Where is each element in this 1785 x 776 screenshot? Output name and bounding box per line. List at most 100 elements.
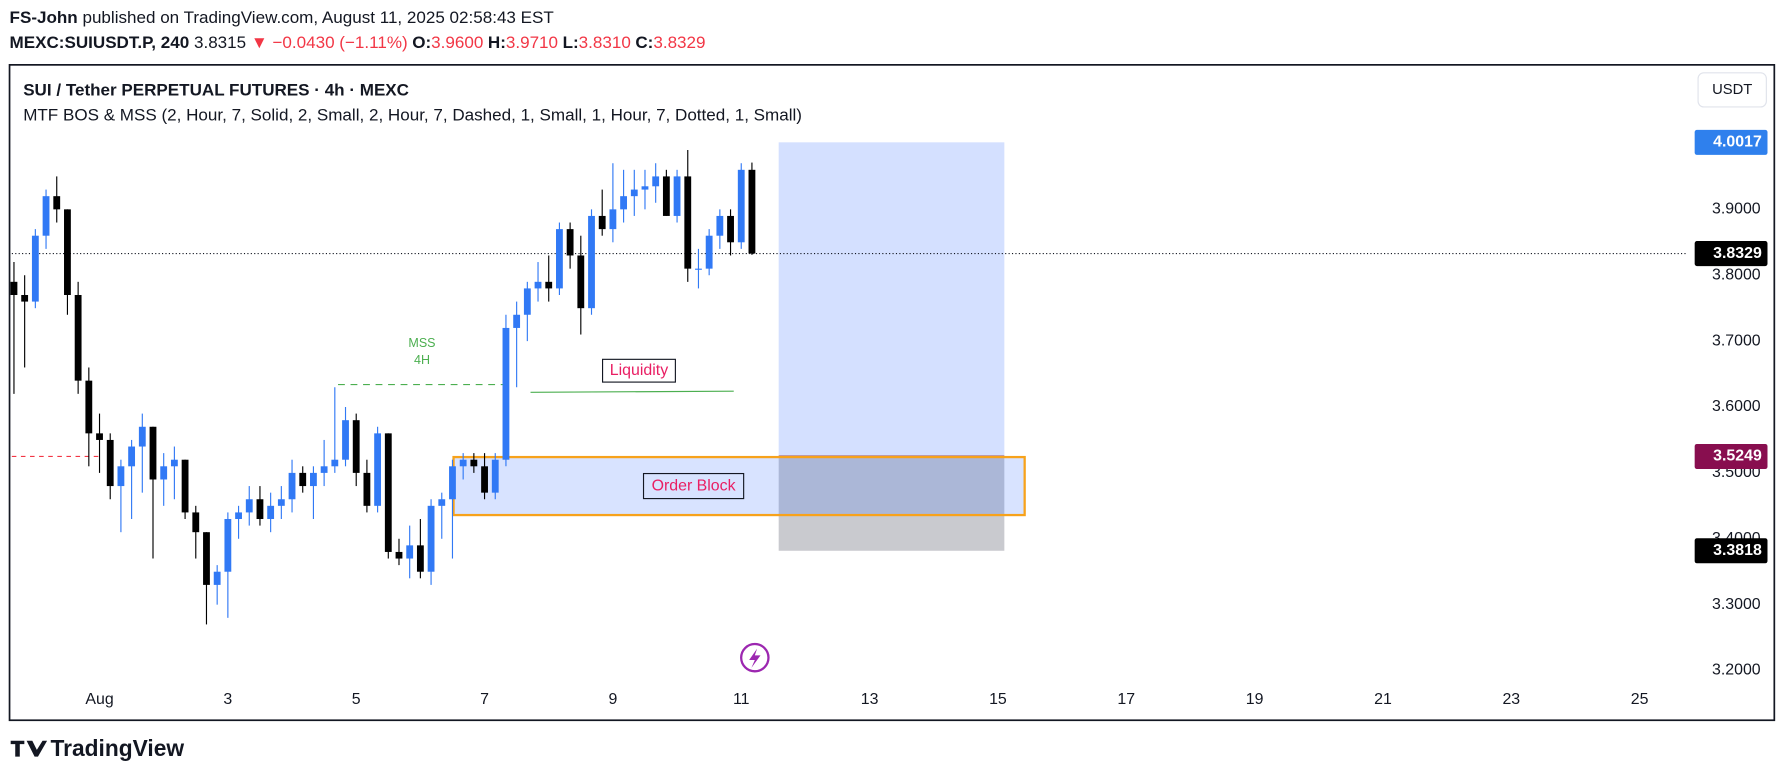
candle-body xyxy=(716,215,724,236)
candle-body xyxy=(598,215,606,230)
candle-body xyxy=(31,235,39,302)
y-tick-label: 3.9000 xyxy=(1712,201,1761,218)
candle-body xyxy=(64,209,71,295)
x-tick-label: 5 xyxy=(352,691,361,708)
candle-body xyxy=(181,459,189,513)
last-price: 3.8315 xyxy=(194,33,246,52)
y-tick-label: 3.6000 xyxy=(1712,398,1761,415)
candle-body xyxy=(277,499,285,506)
candle-body xyxy=(502,327,510,460)
order-block-label: Order Block xyxy=(652,477,736,494)
chart-title: SUI / Tether PERPETUAL FUTURES · 4h · ME… xyxy=(23,81,409,100)
candle-body xyxy=(21,294,29,302)
x-tick-label: Aug xyxy=(85,691,113,708)
candle-body xyxy=(588,215,595,309)
y-tick-label: 3.2000 xyxy=(1712,662,1761,679)
candle-body xyxy=(53,196,61,210)
x-tick-label: 15 xyxy=(989,691,1007,708)
candle-body xyxy=(481,466,488,493)
x-tick-label: 11 xyxy=(733,691,750,708)
x-tick-label: 23 xyxy=(1502,691,1520,708)
candle-body xyxy=(630,189,638,197)
candle-body xyxy=(106,439,114,487)
published: published on TradingView.com, August 11,… xyxy=(82,8,554,27)
candle-body xyxy=(416,545,424,572)
candle-body xyxy=(235,512,242,520)
candle-body xyxy=(727,215,734,243)
price-label-box xyxy=(1694,538,1768,564)
candle-body xyxy=(609,209,617,230)
ohlc-value: 3.8329 xyxy=(653,33,705,52)
candle-body xyxy=(85,380,93,434)
candle-body xyxy=(149,426,157,480)
candle-body xyxy=(170,459,178,467)
logo-mark xyxy=(10,740,48,757)
candle-body xyxy=(138,426,146,447)
candle-body xyxy=(406,545,414,559)
candle-body xyxy=(737,169,745,243)
candle-body xyxy=(128,446,136,467)
candle-body xyxy=(203,532,210,585)
candle-body xyxy=(267,505,275,520)
ohlc-value: 3.9710 xyxy=(506,33,558,52)
candle-body xyxy=(288,472,296,500)
x-tick-label: 19 xyxy=(1246,691,1264,708)
currency-button[interactable] xyxy=(1697,72,1767,108)
y-tick-label: 3.8000 xyxy=(1712,266,1761,283)
ohlc-value: 3.9600 xyxy=(431,33,483,52)
candle-body xyxy=(74,294,82,381)
author: FS-John xyxy=(10,8,78,27)
candle-body xyxy=(705,235,713,269)
candle-body xyxy=(384,433,392,552)
x-tick-label: 7 xyxy=(480,691,489,708)
candle-body xyxy=(438,499,446,506)
x-tick-label: 25 xyxy=(1631,691,1649,708)
candle-body xyxy=(331,459,339,467)
candle-body xyxy=(10,281,18,295)
ohlc-key: L: xyxy=(563,33,579,52)
y-tick-label: 3.3000 xyxy=(1712,596,1761,613)
price-label-box xyxy=(1694,241,1768,267)
order-block xyxy=(452,455,1026,517)
price-label: 4.0017 xyxy=(1713,134,1762,151)
candle-body xyxy=(662,176,670,216)
candle-body xyxy=(96,433,103,440)
brand: TradingView xyxy=(51,735,185,761)
symbol: MEXC:SUIUSDT.P, 240 xyxy=(10,33,190,52)
x-tick-label: 13 xyxy=(861,691,879,708)
candle-body xyxy=(491,459,499,493)
candle-body xyxy=(245,499,253,513)
candle-body xyxy=(523,288,531,315)
symbol-line: MEXC:SUIUSDT.P, 240 3.8315 ▼ −0.0430 (−1… xyxy=(10,33,706,52)
position-target-zone xyxy=(778,142,1005,457)
candle-body xyxy=(374,433,382,506)
candle-body xyxy=(427,505,435,572)
candle-body xyxy=(652,176,660,187)
order-block-label-box xyxy=(642,472,745,500)
ohlc-key: H: xyxy=(488,33,506,52)
candle-body xyxy=(160,466,168,480)
price-label: 3.5249 xyxy=(1713,448,1762,465)
x-tick-label: 9 xyxy=(608,691,617,708)
candle-body xyxy=(256,499,264,520)
event-icon[interactable] xyxy=(740,642,770,673)
candle-body xyxy=(513,314,521,328)
candle-body xyxy=(310,472,317,487)
candle-body xyxy=(534,281,542,289)
liquidity-label-box xyxy=(601,358,676,383)
candle-body xyxy=(459,459,467,467)
candle-body xyxy=(117,466,125,487)
candle-body xyxy=(641,186,649,190)
candle-body xyxy=(299,472,307,487)
candle-body xyxy=(673,176,681,216)
candle-body xyxy=(577,255,585,309)
ohlc: O:3.9600 H:3.9710 L:3.8310 C:3.8329 xyxy=(412,33,705,52)
currency[interactable]: USDT xyxy=(1712,82,1752,98)
ohlc-value: 3.8310 xyxy=(579,33,631,52)
x-tick-label: 3 xyxy=(223,691,232,708)
candle-body xyxy=(192,512,200,533)
ohlc-key: O: xyxy=(412,33,431,52)
candle-body xyxy=(470,459,478,467)
mss-label: 4H xyxy=(414,353,430,367)
